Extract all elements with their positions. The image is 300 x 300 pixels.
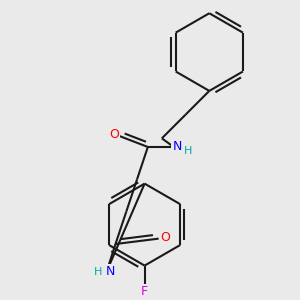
Text: H: H: [184, 146, 193, 156]
Text: F: F: [141, 286, 148, 298]
Text: H: H: [94, 267, 102, 277]
Text: O: O: [160, 231, 170, 244]
Text: N: N: [105, 266, 115, 278]
Text: O: O: [109, 128, 119, 141]
Text: N: N: [172, 140, 182, 154]
